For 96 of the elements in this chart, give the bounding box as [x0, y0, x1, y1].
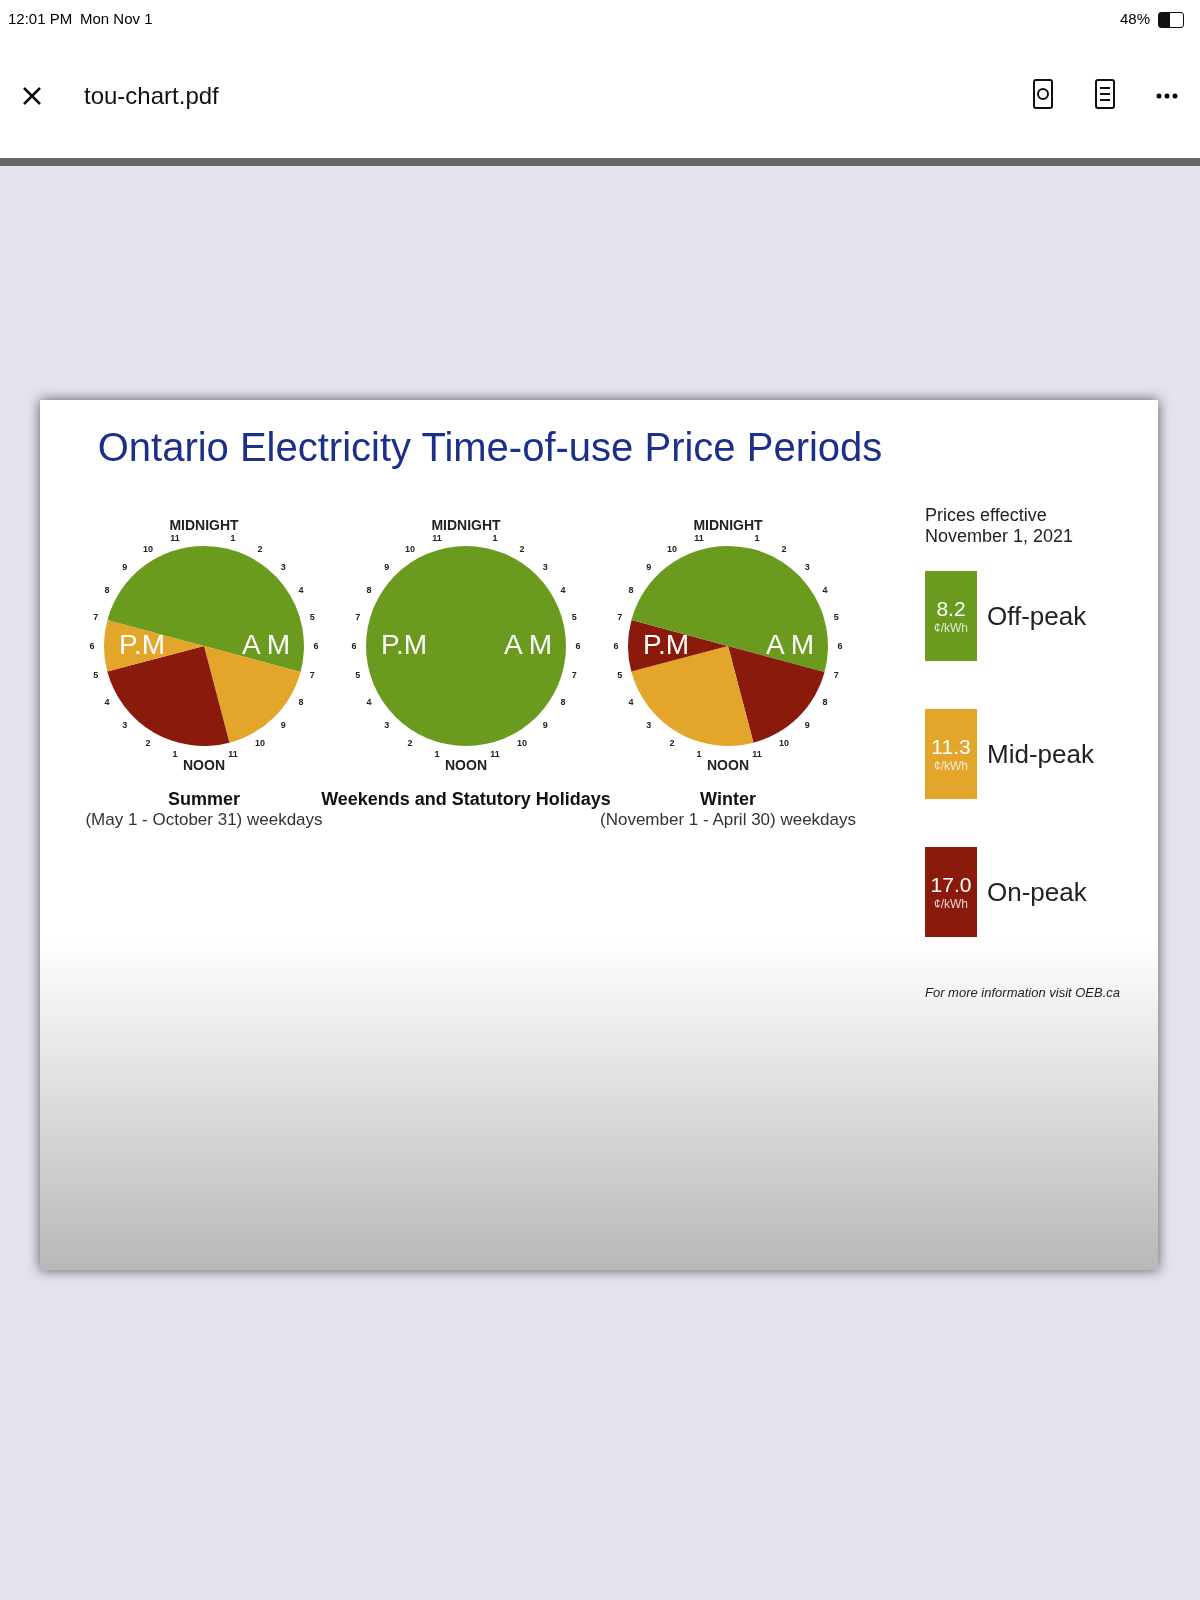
- text: NOON: [445, 757, 487, 773]
- text: 6: [351, 641, 357, 651]
- text: A M: [503, 629, 553, 660]
- text: 2: [257, 544, 263, 555]
- text: 10: [666, 544, 678, 555]
- text: Weekends and Statutory Holidays: [321, 789, 611, 809]
- text: 7: [617, 612, 623, 623]
- price-swatch: 11.3 ¢/kWh: [925, 709, 977, 799]
- text: P.M: [118, 629, 166, 660]
- price-swatch: 17.0 ¢/kWh: [925, 847, 977, 937]
- text: 2: [407, 737, 413, 748]
- text: P.M: [380, 629, 428, 660]
- text: 1: [492, 532, 498, 543]
- text: Mon Nov 1: [80, 10, 153, 27]
- text: 5: [833, 612, 839, 623]
- text: 2: [781, 544, 787, 555]
- text: 4: [822, 585, 828, 595]
- text: 10: [254, 737, 266, 748]
- text: NOON: [707, 757, 749, 773]
- text: 5: [93, 669, 99, 680]
- text: 7: [571, 669, 577, 680]
- text: 6: [89, 641, 95, 651]
- text: Ontario Electricity Time-of-use Price Periods: [96, 425, 884, 470]
- text: NOON: [183, 757, 225, 773]
- text: 48%: [1119, 10, 1150, 27]
- text: 1: [696, 749, 702, 760]
- text: 8: [560, 697, 566, 707]
- text: 8: [298, 697, 304, 707]
- text: 11: [694, 532, 704, 543]
- text: 5: [355, 669, 361, 680]
- text: 6: [837, 641, 843, 651]
- text: 4: [104, 697, 110, 707]
- text: 7: [93, 612, 99, 623]
- text: 3: [646, 720, 652, 731]
- text: 10: [516, 737, 528, 748]
- text: 9: [542, 720, 548, 731]
- text: (November 1 - April 30) weekdays: [599, 810, 857, 829]
- text: 3: [122, 720, 128, 731]
- text: 1: [434, 749, 440, 760]
- text: 3: [384, 720, 390, 731]
- text: 5: [617, 669, 623, 680]
- text: 4: [560, 585, 566, 595]
- text: 1: [172, 749, 178, 760]
- text: 7: [355, 612, 361, 623]
- text: 4: [628, 697, 634, 707]
- text: 6: [313, 641, 319, 651]
- text: 11: [490, 749, 500, 760]
- text: A M: [765, 629, 815, 660]
- price-swatch: 8.2 ¢/kWh: [925, 571, 977, 661]
- legend-title: Prices effective November 1, 2021: [925, 505, 1075, 547]
- text: 8: [822, 697, 828, 707]
- text: 2: [669, 737, 675, 748]
- text: 8: [366, 585, 372, 595]
- text: For more information visit OEB.ca: [925, 985, 1122, 1000]
- text: 5: [309, 612, 315, 623]
- text: A M: [241, 629, 291, 660]
- text: 11: [432, 532, 442, 543]
- text: MIDNIGHT: [693, 517, 764, 533]
- text: Winter: [700, 789, 756, 809]
- text: 6: [613, 641, 619, 651]
- text: 1: [754, 532, 760, 543]
- text: 3: [804, 561, 810, 572]
- text: 3: [280, 561, 286, 572]
- text: 10: [404, 544, 416, 555]
- text: 7: [309, 669, 315, 680]
- text: 9: [280, 720, 286, 731]
- text: 10: [778, 737, 790, 748]
- text: 12:01 PM: [8, 10, 73, 27]
- text: 2: [519, 544, 525, 555]
- text: 10: [142, 544, 154, 555]
- text: 2: [145, 737, 151, 748]
- text: 9: [646, 561, 652, 572]
- text: tou-chart.pdf: [84, 82, 219, 110]
- text: 11: [170, 532, 180, 543]
- category-label: On-peak: [987, 876, 1087, 908]
- text: 6: [575, 641, 581, 651]
- text: 9: [384, 561, 390, 572]
- category-label: Off-peak: [987, 600, 1087, 632]
- text: 11: [228, 749, 238, 760]
- text: 4: [298, 585, 304, 595]
- text: MIDNIGHT: [169, 517, 240, 533]
- text: 9: [122, 561, 128, 572]
- text: 3: [542, 561, 548, 572]
- text: (May 1 - October 31) weekdays: [85, 810, 323, 829]
- text: Summer: [167, 789, 241, 809]
- category-label: Mid-peak: [987, 738, 1094, 770]
- text: 8: [104, 585, 110, 595]
- text: MIDNIGHT: [431, 517, 502, 533]
- text: 9: [804, 720, 810, 731]
- text: 4: [366, 697, 372, 707]
- text: 5: [571, 612, 577, 623]
- text: 7: [833, 669, 839, 680]
- text: 8: [628, 585, 634, 595]
- text: 11: [752, 749, 762, 760]
- text: P.M: [642, 629, 690, 660]
- text: 1: [230, 532, 236, 543]
